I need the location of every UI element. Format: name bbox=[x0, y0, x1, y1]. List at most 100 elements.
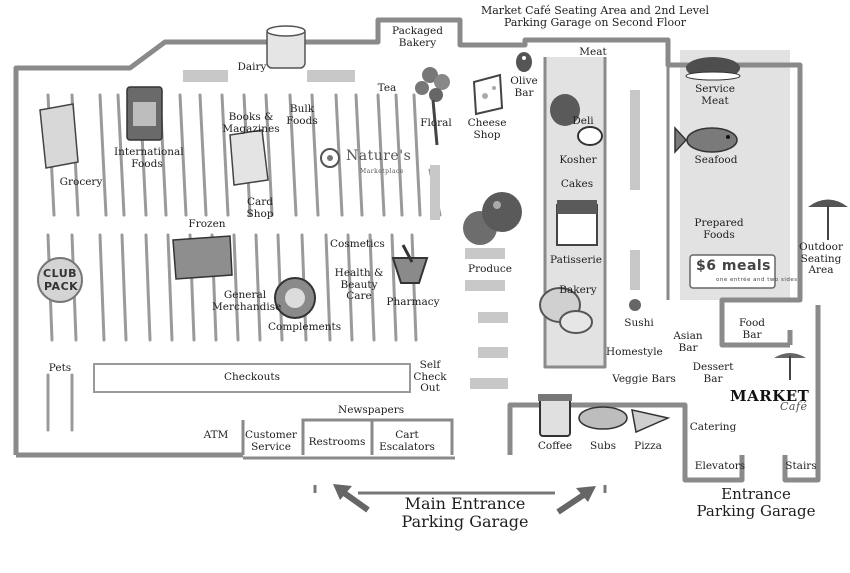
aisle-shelf bbox=[288, 93, 298, 217]
aisle-shelf bbox=[254, 233, 262, 342]
label-food-bar[interactable]: Food Bar bbox=[738, 317, 766, 341]
label-cosmetics[interactable]: Cosmetics bbox=[330, 238, 385, 250]
bread-icon bbox=[539, 287, 593, 334]
aisle-shelf bbox=[390, 233, 398, 342]
label-newspapers[interactable]: Newspapers bbox=[338, 404, 405, 416]
label-atm[interactable]: ATM bbox=[203, 429, 229, 441]
sushi-icon bbox=[629, 299, 641, 311]
service-meat-icon bbox=[685, 57, 741, 81]
natures-marketplace-sub: Marketplace bbox=[360, 168, 404, 175]
label-olive-bar[interactable]: Olive Bar bbox=[510, 75, 538, 99]
label-health-beauty[interactable]: Health & Beauty Care bbox=[334, 267, 384, 303]
label-service-meat[interactable]: Service Meat bbox=[695, 83, 735, 107]
natures-marketplace-logo: Nature's bbox=[346, 148, 412, 164]
aisle-shelf bbox=[310, 93, 320, 217]
label-stairs[interactable]: Stairs bbox=[785, 460, 817, 472]
label-floral[interactable]: Floral bbox=[420, 117, 452, 129]
aisle-shelf bbox=[368, 233, 376, 342]
aisle-shelf bbox=[412, 93, 422, 217]
label-catering[interactable]: Catering bbox=[689, 421, 737, 433]
natures-flower-icon bbox=[320, 148, 340, 168]
label-seafood[interactable]: Seafood bbox=[694, 154, 738, 166]
aisle-shelf bbox=[178, 93, 188, 217]
label-pets[interactable]: Pets bbox=[48, 362, 72, 374]
six-meals-sub: one entrée and two sides bbox=[716, 277, 798, 283]
label-homestyle[interactable]: Homestyle bbox=[606, 346, 663, 358]
label-deli[interactable]: Deli bbox=[572, 115, 594, 127]
fixtures bbox=[183, 70, 640, 389]
label-general-merchandise[interactable]: General Merchandise bbox=[212, 289, 282, 313]
map-title: Market Café Seating Area and 2nd Level P… bbox=[480, 4, 709, 30]
label-cakes[interactable]: Cakes bbox=[560, 178, 594, 190]
label-meat[interactable]: Meat bbox=[579, 46, 607, 58]
label-bulk-foods[interactable]: Bulk Foods bbox=[286, 103, 318, 127]
label-international-foods[interactable]: International Foods bbox=[114, 146, 184, 170]
label-dessert-bar[interactable]: Dessert Bar bbox=[692, 361, 734, 385]
aisle-shelf bbox=[98, 233, 106, 342]
label-sushi[interactable]: Sushi bbox=[624, 317, 654, 329]
cake-icon bbox=[556, 200, 598, 246]
label-produce[interactable]: Produce bbox=[468, 263, 512, 275]
entrance-arrow-left bbox=[333, 484, 370, 513]
aisle-shelf bbox=[346, 233, 354, 342]
label-complements[interactable]: Complements bbox=[268, 321, 342, 333]
aisle-shelf bbox=[98, 93, 108, 217]
club-pack-badge bbox=[37, 257, 83, 303]
aisle-shelf bbox=[354, 93, 364, 217]
label-coffee[interactable]: Coffee bbox=[537, 440, 573, 452]
label-prepared-foods[interactable]: Prepared Foods bbox=[694, 217, 744, 241]
entrance-arrow-right bbox=[556, 486, 596, 515]
aisle-shelf bbox=[324, 233, 332, 342]
label-patisserie[interactable]: Patisserie bbox=[549, 254, 602, 266]
pharmacy-icon bbox=[391, 244, 429, 284]
label-kosher[interactable]: Kosher bbox=[559, 154, 597, 166]
label-packaged-bakery[interactable]: Packaged Bakery bbox=[391, 25, 443, 49]
aisle-shelf bbox=[232, 233, 240, 342]
label-self-checkout[interactable]: Self Check Out bbox=[413, 359, 447, 395]
label-dairy[interactable]: Dairy bbox=[237, 61, 267, 73]
label-veggie-bars[interactable]: Veggie Bars bbox=[612, 373, 676, 385]
label-card-shop[interactable]: Card Shop bbox=[246, 196, 274, 220]
label-books-magazines[interactable]: Books & Magazines bbox=[222, 111, 280, 135]
label-tea[interactable]: Tea bbox=[377, 82, 397, 94]
label-cheese-shop[interactable]: Cheese Shop bbox=[467, 117, 507, 141]
label-outdoor-seating[interactable]: Outdoor Seating Area bbox=[799, 241, 843, 277]
label-cart-escalators[interactable]: Cart Escalators bbox=[379, 429, 435, 453]
aisle-shelf bbox=[410, 233, 418, 342]
aisle-shelf bbox=[264, 93, 274, 217]
sub-sandwich-icon bbox=[578, 406, 628, 430]
label-customer-service[interactable]: Customer Service bbox=[245, 429, 297, 453]
label-grocery[interactable]: Grocery bbox=[59, 176, 103, 188]
checkout-counter bbox=[93, 363, 411, 393]
market-cafe-script: Café bbox=[780, 400, 808, 413]
aisle-shelf bbox=[120, 233, 128, 342]
label-checkouts[interactable]: Checkouts bbox=[224, 371, 280, 383]
label-restrooms[interactable]: Restrooms bbox=[308, 436, 366, 448]
label-elevators[interactable]: Elevators bbox=[694, 460, 746, 472]
market-cafe-umbrella-icon bbox=[774, 353, 806, 380]
label-asian-bar[interactable]: Asian Bar bbox=[673, 330, 703, 354]
olive-icon bbox=[516, 52, 532, 72]
club-pack-top: CLUB bbox=[43, 267, 78, 280]
pizza-icon bbox=[631, 409, 671, 434]
six-meals-logo: $6 meals bbox=[696, 258, 772, 274]
main-entrance-label[interactable]: Main Entrance Parking Garage bbox=[401, 494, 529, 531]
aisle-shelf bbox=[220, 93, 230, 217]
complements-icon bbox=[274, 277, 316, 319]
aisle-shelf bbox=[394, 93, 404, 217]
produce-icon bbox=[463, 192, 522, 245]
aisle-shelf bbox=[198, 93, 208, 217]
club-pack-bottom: PACK bbox=[44, 280, 79, 293]
entrance-markers bbox=[313, 485, 607, 495]
side-entrance-label[interactable]: Entrance Parking Garage bbox=[696, 485, 816, 520]
coffee-cup-icon bbox=[538, 394, 572, 437]
label-bakery[interactable]: Bakery bbox=[559, 284, 597, 296]
aisle-shelf bbox=[144, 233, 152, 342]
label-pharmacy[interactable]: Pharmacy bbox=[386, 296, 440, 308]
label-frozen[interactable]: Frozen bbox=[188, 218, 226, 230]
six-meals-box bbox=[689, 254, 776, 289]
label-subs[interactable]: Subs bbox=[589, 440, 617, 452]
label-pizza[interactable]: Pizza bbox=[634, 440, 662, 452]
international-jar-icon bbox=[126, 86, 163, 141]
